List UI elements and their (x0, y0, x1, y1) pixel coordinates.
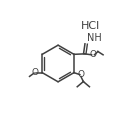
Text: O: O (32, 68, 39, 77)
Text: O: O (89, 50, 96, 59)
Text: NH: NH (87, 33, 101, 43)
Text: HCl: HCl (81, 21, 101, 31)
Text: O: O (78, 71, 85, 80)
